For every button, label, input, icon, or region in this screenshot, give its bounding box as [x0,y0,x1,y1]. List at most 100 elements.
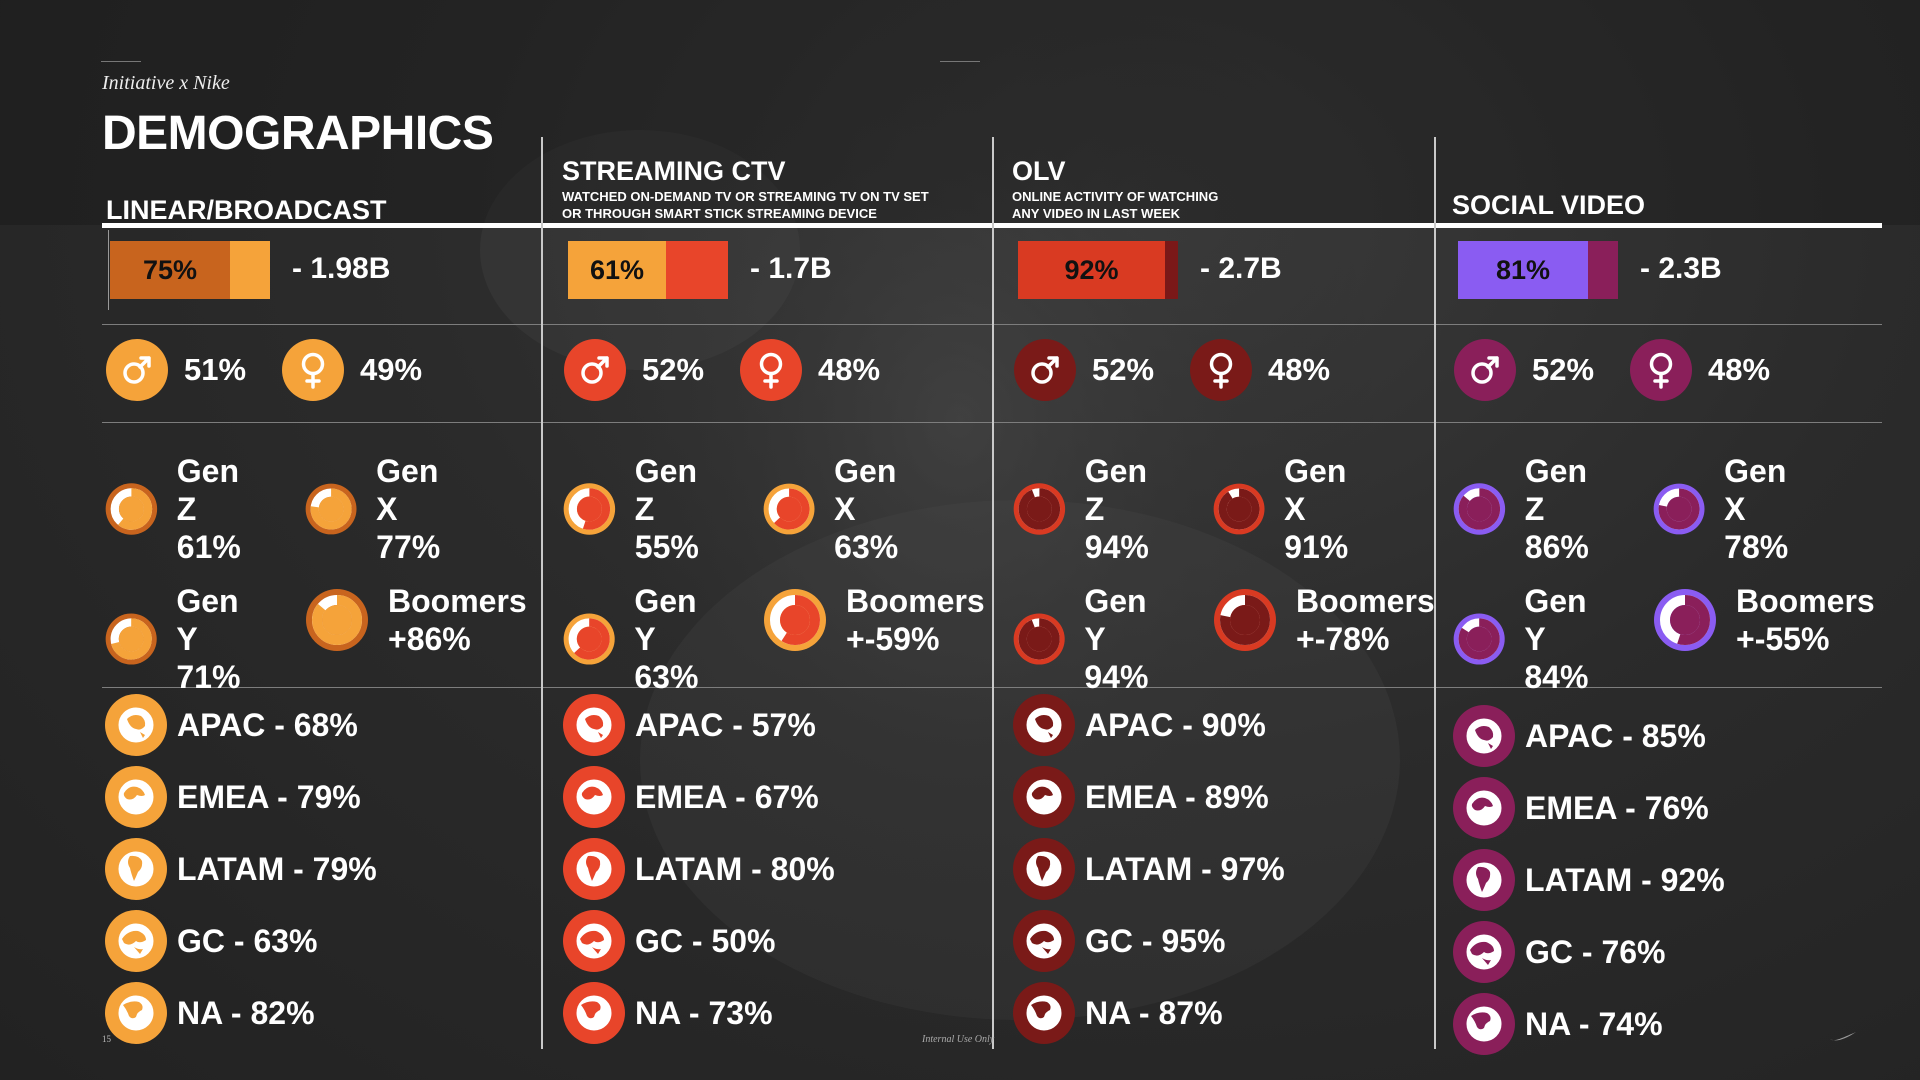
region-label: NA - 74% [1525,1005,1663,1042]
generation-name: Gen Z [634,453,698,527]
male-percent: 52% [1092,352,1155,387]
generation-stat: Gen X 78% [1652,452,1800,566]
region-label: GC - 95% [1085,922,1226,959]
internal-use-note: Internal Use Only [922,1034,995,1045]
generation-donut-icon [305,483,357,535]
region-label: EMEA - 67% [635,778,819,815]
south-america-globe-icon [563,838,625,900]
reach-bar-fill [110,241,230,299]
generation-stat: Gen Y 84% [1452,582,1600,696]
column-subtitle: WATCHED ON-DEMAND TV OR STREAMING TV ON … [562,189,929,221]
generation-name: Gen Y [1084,583,1147,657]
generation-stat: Gen X 63% [762,452,910,566]
generation-name: Boomers [846,583,985,619]
generation-value: 78% [1724,529,1789,565]
male-icon [1014,339,1076,401]
generation-donut-icon [1013,613,1065,665]
reach-bar: 75% [110,241,270,299]
generation-stat: Gen Y 71% [104,582,252,696]
reach-bar-fill [1458,241,1588,299]
generation-value: 91% [1284,529,1349,565]
generation-value: 77% [376,529,441,565]
male-icon [1454,339,1516,401]
generation-value: 94% [1084,529,1149,565]
generation-donut-icon [563,613,615,665]
generation-donut-icon [1453,613,1505,665]
region-stat: EMEA - 89% [1013,766,1269,828]
generation-donut-icon [563,483,616,535]
male-percent: 52% [642,352,705,387]
region-label: LATAM - 79% [177,850,377,887]
generation-stat: Boomers +-59% [762,582,985,658]
gender-male: 52% [564,339,704,401]
region-label: APAC - 68% [177,706,358,743]
page-title: DEMOGRAPHICS [102,107,494,160]
region-stat: APAC - 68% [105,694,358,756]
region-stat: LATAM - 79% [105,838,377,900]
page-number: 15 [102,1034,111,1044]
generation-donut-icon [1214,589,1276,651]
generation-stat: Gen Z 61% [104,452,252,566]
generation-name: Gen X [376,453,439,527]
column-subtitle: ONLINE ACTIVITY OF WATCHING ANY VIDEO IN… [1012,189,1219,221]
china-globe-icon [563,910,625,972]
region-stat: LATAM - 92% [1453,849,1725,911]
brand-label: Initiative x Nike [102,72,230,94]
reach-total: - 2.7B [1200,252,1282,285]
region-stat: GC - 95% [1013,910,1225,972]
north-america-globe-icon [105,982,167,1044]
region-stat: LATAM - 97% [1013,838,1285,900]
generation-stat: Gen X 77% [304,452,452,566]
column-title: SOCIAL VIDEO [1452,190,1646,220]
generation-value: 55% [634,529,699,565]
region-stat: NA - 87% [1013,982,1223,1044]
reach-bar-fill [568,241,666,299]
region-label: NA - 87% [1085,994,1223,1031]
reach-bar: 92% [1018,241,1178,299]
header-band [0,0,1920,225]
china-globe-icon [1453,921,1515,983]
asia-globe-icon [1453,705,1515,767]
generation-donut-icon [764,589,826,651]
region-stat: GC - 63% [105,910,317,972]
asia-globe-icon [563,694,625,756]
region-label: EMEA - 89% [1085,778,1269,815]
generation-value: +86% [388,621,471,657]
generation-donut-icon [1453,483,1506,535]
region-stat: LATAM - 80% [563,838,835,900]
europe-globe-icon [1013,766,1075,828]
reach-percent: 75% [142,254,198,285]
generation-name: Boomers [1736,583,1875,619]
generation-donut-icon [1653,483,1705,535]
region-stat: GC - 50% [563,910,775,972]
generation-stat: Boomers +-78% [1212,582,1435,658]
reach-percent: 61% [589,254,645,285]
generation-name: Gen Z [176,453,240,527]
region-label: NA - 73% [635,994,773,1031]
female-percent: 48% [1708,352,1771,387]
male-percent: 51% [184,352,247,387]
reach-bar-remainder [1588,241,1618,299]
generation-value: +-55% [1736,621,1830,657]
region-stat: EMEA - 76% [1453,777,1709,839]
bar-baseline-tick [108,230,109,310]
female-icon [1630,339,1692,401]
reach-bar: 81% [1458,241,1618,299]
reach-bar-remainder [230,241,270,299]
generation-name: Gen Z [1524,453,1588,527]
top-rule-left [101,61,141,62]
region-label: GC - 76% [1525,933,1666,970]
gender-male: 51% [106,339,246,401]
female-icon [282,339,344,401]
region-stat: APAC - 57% [563,694,816,756]
south-america-globe-icon [1013,838,1075,900]
generation-donut-icon [306,589,368,651]
generation-name: Boomers [388,583,527,619]
gender-male: 52% [1454,339,1594,401]
generation-value: 63% [834,529,899,565]
generation-stat: Gen Z 86% [1452,452,1600,566]
generation-stat: Gen Z 55% [562,452,710,566]
reach-percent: 92% [1064,254,1119,285]
north-america-globe-icon [1013,982,1075,1044]
china-globe-icon [1013,910,1075,972]
